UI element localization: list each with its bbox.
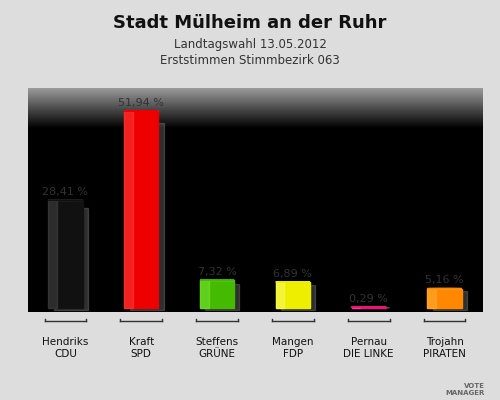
Text: 6,89 %: 6,89 % [274,269,312,279]
Bar [200,280,208,308]
Bar [352,307,386,308]
Bar [352,307,360,308]
Text: 7,32 %: 7,32 % [198,267,236,277]
Bar [276,282,310,308]
Bar [428,289,462,308]
Text: Landtagswahl 13.05.2012: Landtagswahl 13.05.2012 [174,38,326,51]
Ellipse shape [358,307,390,308]
Bar [48,200,57,308]
Bar [130,123,164,310]
Bar [124,111,158,308]
Bar [276,282,284,308]
Text: VOTE
MANAGER: VOTE MANAGER [446,383,485,396]
Bar [200,280,234,308]
Bar [433,292,467,310]
Bar [281,285,316,310]
Text: 51,94 %: 51,94 % [118,98,164,108]
Bar [54,208,88,310]
Text: Erststimmen Stimmbezirk 063: Erststimmen Stimmbezirk 063 [160,54,340,67]
Text: 0,29 %: 0,29 % [350,294,388,304]
Text: 28,41 %: 28,41 % [42,187,88,197]
Text: Stadt Mülheim an der Ruhr: Stadt Mülheim an der Ruhr [114,14,386,32]
Text: 5,16 %: 5,16 % [425,276,464,286]
Bar [428,289,436,308]
Bar [48,200,82,308]
Bar [206,284,240,310]
Bar [124,111,133,308]
